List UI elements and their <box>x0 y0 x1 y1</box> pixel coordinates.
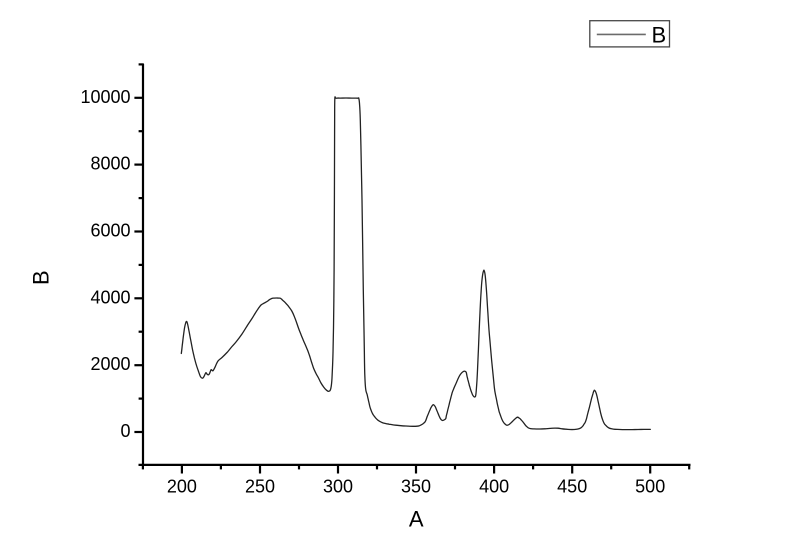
svg-text:300: 300 <box>323 477 353 497</box>
svg-text:8000: 8000 <box>90 154 130 174</box>
svg-text:450: 450 <box>557 477 587 497</box>
svg-text:4000: 4000 <box>90 287 130 307</box>
svg-text:B: B <box>28 270 53 285</box>
svg-text:250: 250 <box>245 477 275 497</box>
svg-text:400: 400 <box>479 477 509 497</box>
svg-text:500: 500 <box>635 477 665 497</box>
svg-text:0: 0 <box>120 421 130 441</box>
svg-text:6000: 6000 <box>90 221 130 241</box>
svg-text:10000: 10000 <box>80 87 130 107</box>
svg-text:B: B <box>652 22 667 47</box>
svg-text:2000: 2000 <box>90 354 130 374</box>
svg-text:350: 350 <box>401 477 431 497</box>
svg-text:200: 200 <box>167 477 197 497</box>
svg-text:A: A <box>409 506 424 531</box>
